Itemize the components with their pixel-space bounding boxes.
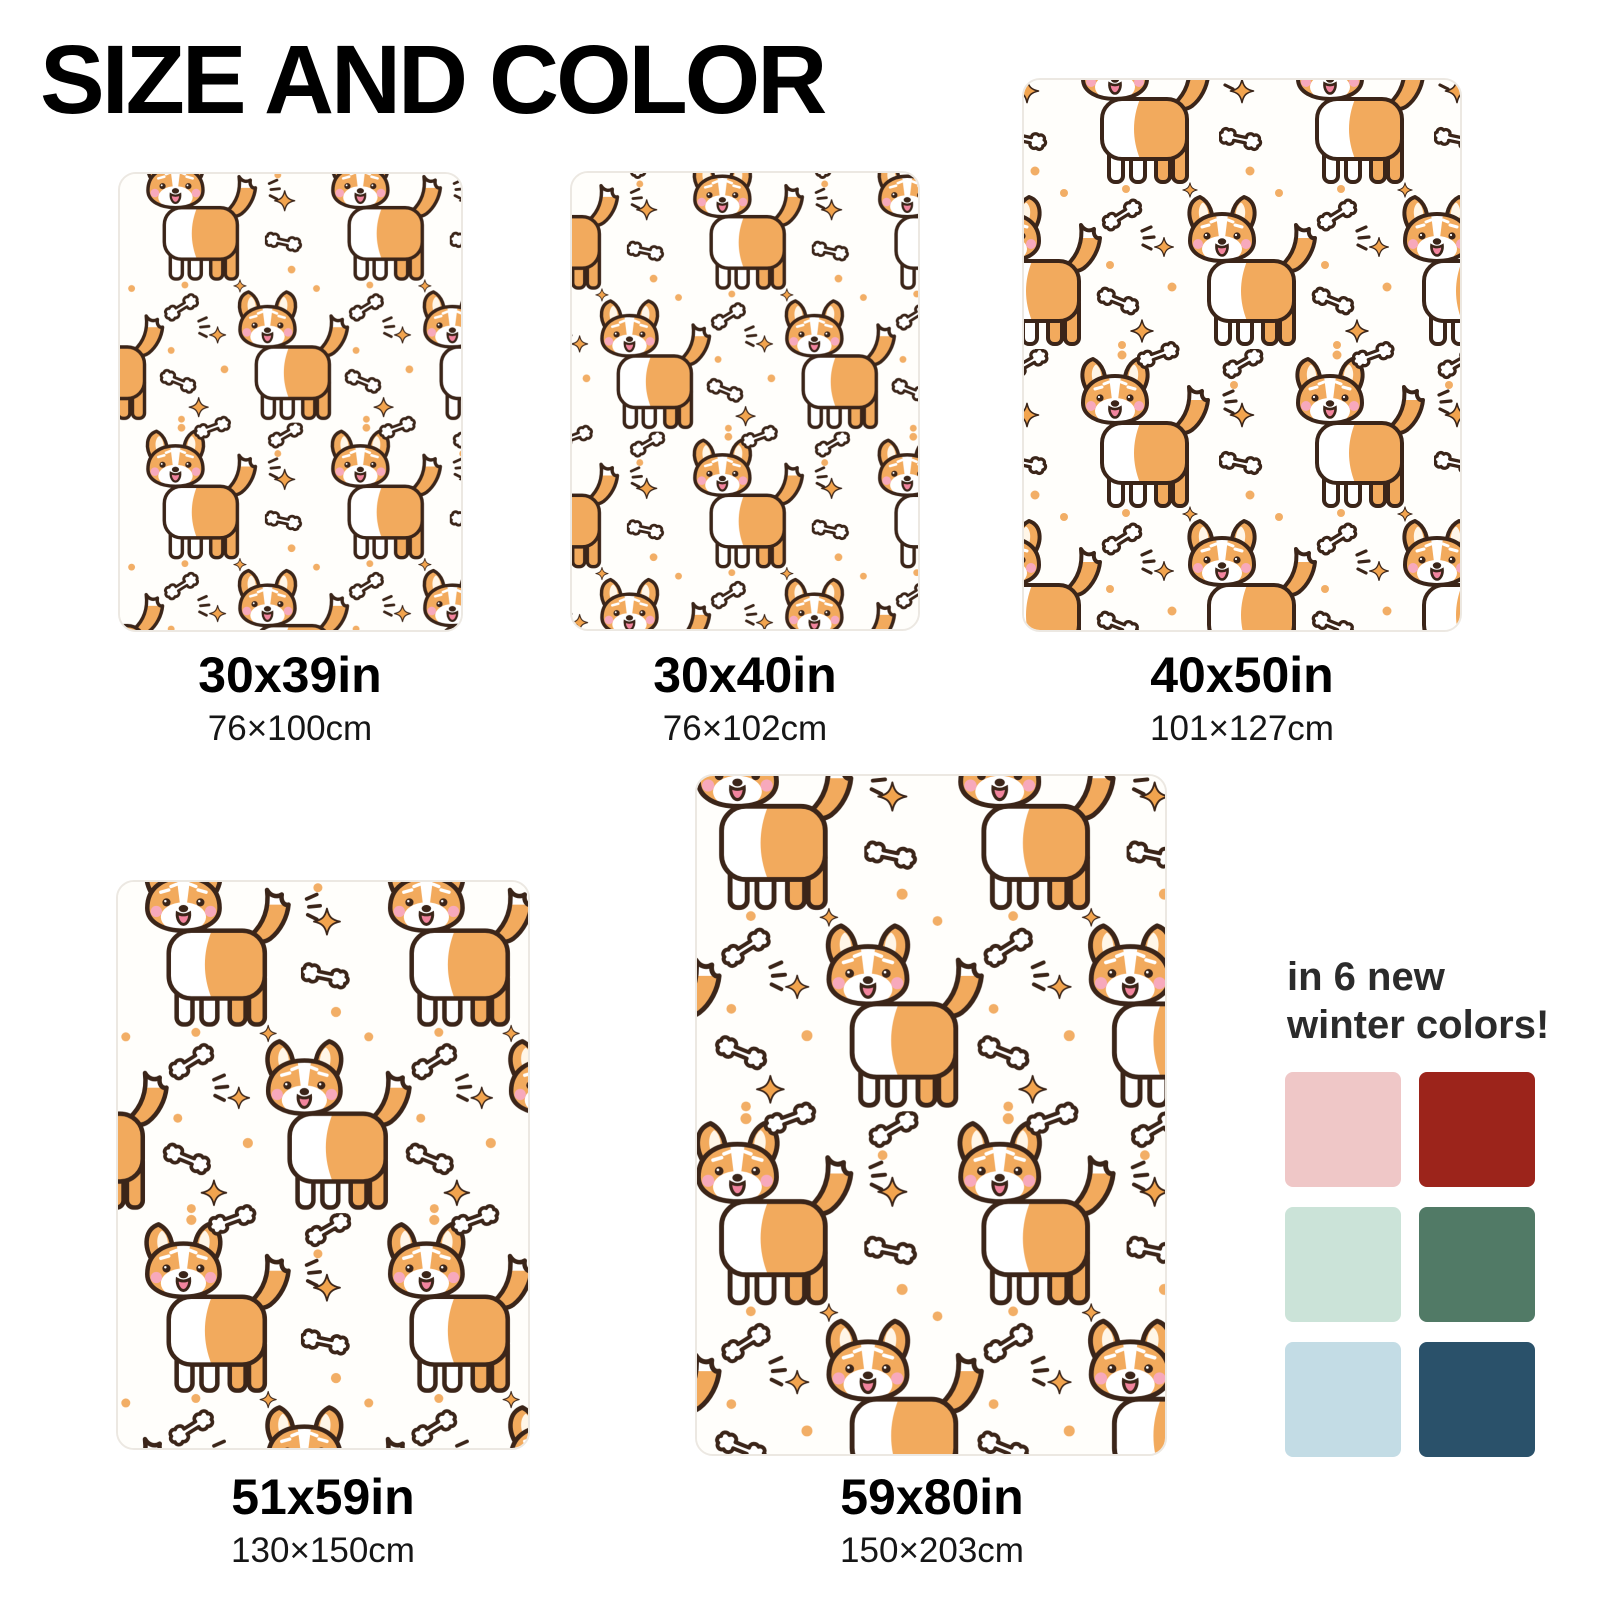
size-inches: 30x40in [653, 647, 837, 703]
size-cm: 150×203cm [840, 1531, 1024, 1570]
swatch-mint-green [1285, 1207, 1401, 1322]
corgi-pattern-swatch [1024, 80, 1460, 630]
corgi-pattern-swatch [572, 173, 918, 629]
blanket-preview-59x80in [695, 774, 1167, 1456]
corgi-pattern-swatch [697, 776, 1165, 1454]
size-label-30x40: 30x40in 76×102cm [575, 646, 915, 749]
size-inches: 30x39in [198, 647, 382, 703]
size-cm: 76×102cm [662, 709, 828, 748]
color-swatch-grid [1285, 1072, 1535, 1457]
colors-note: in 6 new winter colors! [1287, 953, 1549, 1049]
size-inches: 51x59in [231, 1469, 415, 1525]
swatch-brick-red [1419, 1072, 1535, 1187]
size-label-30x39: 30x39in 76×100cm [120, 646, 460, 749]
size-label-59x80: 59x80in 150×203cm [762, 1468, 1102, 1571]
colors-note-line1: in 6 new [1287, 955, 1445, 999]
corgi-pattern-swatch [120, 174, 461, 630]
size-cm: 130×150cm [231, 1531, 415, 1570]
size-inches: 40x50in [1150, 647, 1334, 703]
blanket-preview-30x39in [118, 172, 463, 632]
size-cm: 76×100cm [207, 709, 373, 748]
size-inches: 59x80in [840, 1469, 1024, 1525]
swatch-blush-pink [1285, 1072, 1401, 1187]
size-cm: 101×127cm [1150, 709, 1334, 748]
blanket-preview-40x50in [1022, 78, 1462, 632]
colors-note-line2: winter colors! [1287, 1003, 1550, 1047]
swatch-ice-blue [1285, 1342, 1401, 1457]
swatch-pine-green [1419, 1207, 1535, 1322]
size-label-40x50: 40x50in 101×127cm [1072, 646, 1412, 749]
size-label-51x59: 51x59in 130×150cm [153, 1468, 493, 1571]
corgi-pattern-swatch [118, 882, 528, 1448]
page-title: SIZE AND COLOR [40, 25, 827, 134]
blanket-preview-51x59in [116, 880, 530, 1450]
blanket-preview-30x40in [570, 171, 920, 631]
swatch-deep-navy [1419, 1342, 1535, 1457]
